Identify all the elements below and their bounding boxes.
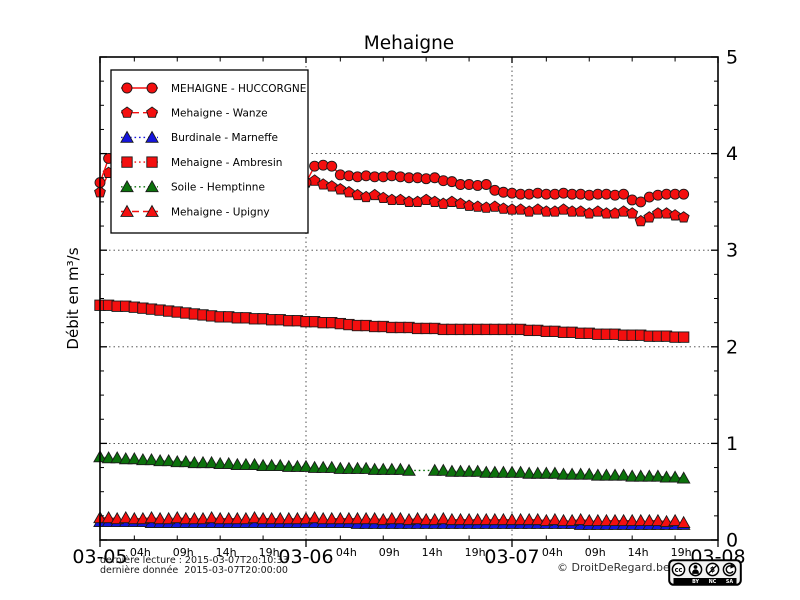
x-hour-label: 14h <box>628 546 649 559</box>
x-day-label: 03-06 <box>278 546 333 568</box>
legend-label: Mehaigne - Wanze <box>171 108 268 120</box>
y-tick-label: 5 <box>726 47 738 69</box>
chart-title: Mehaigne <box>364 33 454 54</box>
cc-badge-label-strip <box>673 578 737 585</box>
legend: MEHAIGNE - HUCCORGNE Mehaigne - Wanze Burd… <box>110 69 309 234</box>
x-hour-label: 04h <box>336 546 357 559</box>
series-upigny <box>93 510 691 528</box>
legend-item-wanze: Mehaigne - Wanze <box>121 106 268 120</box>
x-hour-label: 09h <box>585 546 606 559</box>
x-hour-label: 14h <box>422 546 443 559</box>
sa-arrow-icon <box>722 562 737 577</box>
x-hour-label: 04h <box>130 546 151 559</box>
nc-dollar-icon: $ <box>705 562 720 577</box>
cc-by-label: BY <box>692 579 699 585</box>
last-data-text: dernière donnée 2015-03-07T20:00:00 <box>100 565 288 576</box>
legend-item-upigny: Mehaigne - Upigny <box>120 204 270 218</box>
legend-label: Mehaigne - Upigny <box>171 206 270 218</box>
cc-sa-label: SA <box>726 579 733 585</box>
x-hour-label: 19h <box>671 546 692 559</box>
x-hour-label: 09h <box>173 546 194 559</box>
cc-icon: cc <box>671 562 686 577</box>
copyright-text: © DroitDeRegard.be <box>557 561 670 574</box>
legend-item-ambresin: Mehaigne - Ambresin <box>121 156 282 169</box>
y-tick-label: 2 <box>726 336 738 358</box>
legend-label: Mehaigne - Ambresin <box>171 157 282 169</box>
y-axis: 0 1 2 3 4 5 <box>100 47 738 552</box>
y-tick-label: 1 <box>726 433 738 455</box>
legend-label: Soile - Hemptinne <box>171 182 265 194</box>
x-hour-label: 04h <box>542 546 563 559</box>
y-tick-label: 3 <box>726 240 738 262</box>
x-hour-label: 09h <box>379 546 400 559</box>
legend-item-hemptinne: Soile - Hemptinne <box>120 179 265 194</box>
x-day-label: 03-07 <box>484 546 539 568</box>
cc-license-badge: cc $ BY NC SA <box>668 559 742 586</box>
cc-nc-label: NC <box>709 579 717 585</box>
series-hemptinne <box>93 450 691 484</box>
x-hour-label: 14h <box>216 546 237 559</box>
y-tick-label: 0 <box>726 530 738 552</box>
legend-item-huccorgne: MEHAIGNE - HUCCORGNE <box>121 82 306 95</box>
x-hour-label: 19h <box>259 546 280 559</box>
by-person-icon <box>688 562 703 577</box>
x-day-label: 03-05 <box>72 546 127 568</box>
svg-text:cc: cc <box>675 566 683 574</box>
x-hour-label: 19h <box>465 546 486 559</box>
legend-item-marneffe: Burdinale - Marneffe <box>120 130 278 144</box>
series-ambresin <box>94 299 690 343</box>
legend-label: MEHAIGNE - HUCCORGNE <box>171 83 306 95</box>
y-axis-title: Débit en m³/s <box>64 247 82 349</box>
last-reading-text: dernière lecture : 2015-03-07T20:10:33 <box>100 555 289 566</box>
y-tick-label: 4 <box>726 143 738 165</box>
legend-label: Burdinale - Marneffe <box>171 132 278 144</box>
